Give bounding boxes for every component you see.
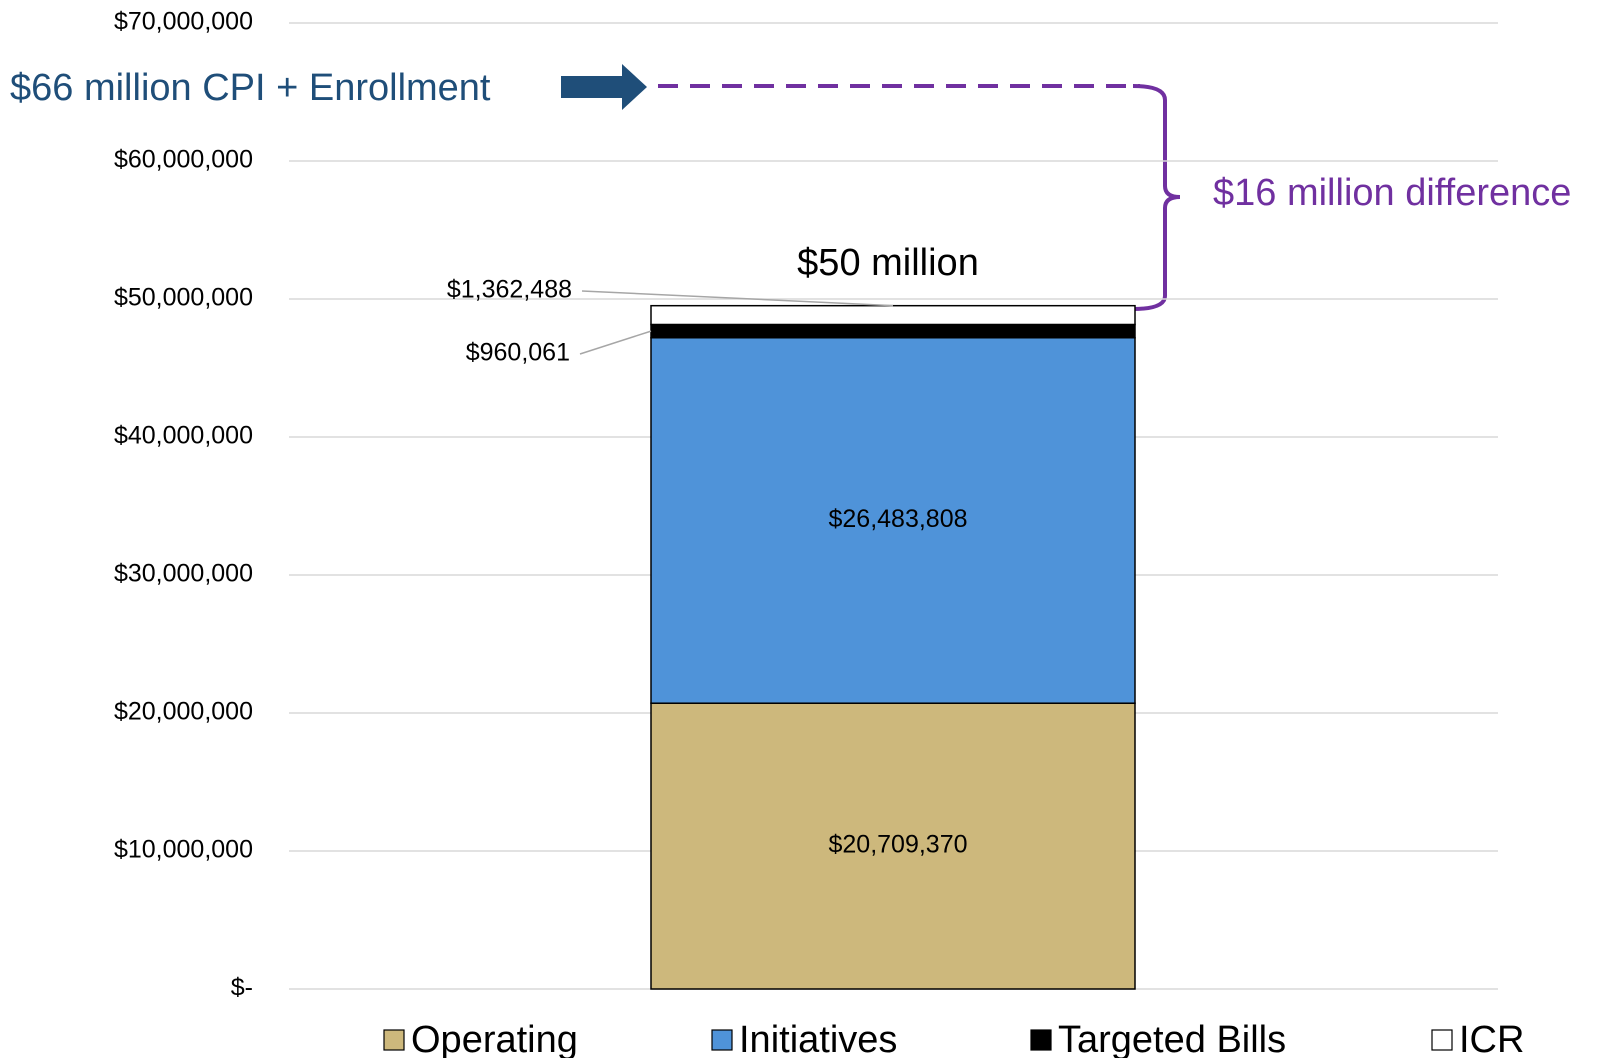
legend-label: Operating [411, 1019, 578, 1058]
brace [1132, 84, 1181, 311]
legend-label: Initiatives [739, 1019, 897, 1058]
bar-segment [650, 323, 1136, 339]
leader-line [581, 290, 894, 307]
y-tick-label: $60,000,000 [114, 146, 253, 174]
legend-label: ICR [1459, 1019, 1524, 1058]
bar-segment [650, 336, 1136, 704]
data-label: $1,362,488 [447, 276, 572, 304]
legend-swatch [383, 1029, 405, 1051]
legend-swatch [1431, 1029, 1453, 1051]
y-tick-label: $70,000,000 [114, 8, 253, 36]
legend-label: Targeted Bills [1058, 1019, 1286, 1058]
data-label: $20,709,370 [828, 831, 967, 859]
data-label: $26,483,808 [828, 505, 967, 533]
bar-segment [650, 304, 1136, 326]
y-tick-label: $10,000,000 [114, 836, 253, 864]
bar-segment [650, 702, 1136, 990]
y-tick-label: $20,000,000 [114, 698, 253, 726]
y-tick-label: $30,000,000 [114, 560, 253, 588]
arrow [561, 64, 647, 110]
legend-swatch [1030, 1029, 1052, 1051]
y-tick-label: $50,000,000 [114, 284, 253, 312]
cpi-annotation: $66 million CPI + Enrollment [10, 67, 491, 109]
data-label: $960,061 [466, 339, 570, 367]
total-annotation: $50 million [797, 242, 979, 284]
y-tick-label: $- [231, 974, 253, 1002]
y-tick-label: $40,000,000 [114, 422, 253, 450]
difference-annotation: $16 million difference [1213, 172, 1571, 214]
leader-line [579, 330, 652, 355]
legend-swatch [711, 1029, 733, 1051]
